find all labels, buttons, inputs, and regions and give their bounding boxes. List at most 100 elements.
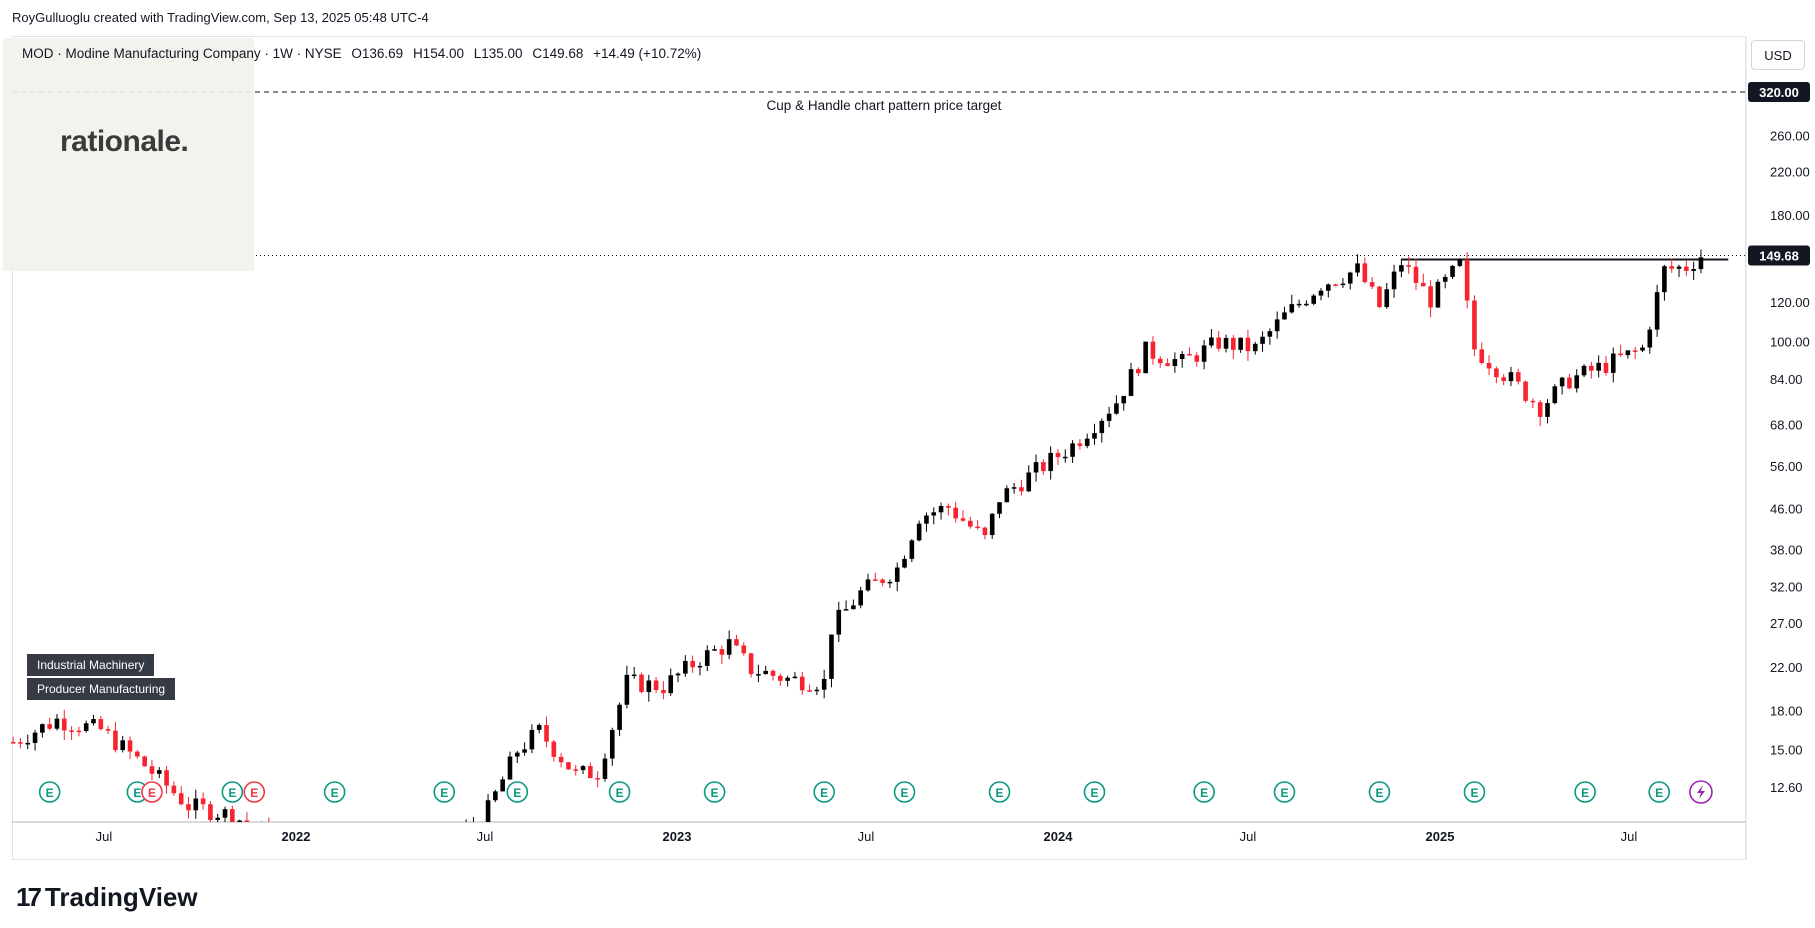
candle-body [1318, 290, 1324, 296]
candle-body [1304, 303, 1309, 306]
symbol-name[interactable]: MOD · Modine Manufacturing Company · 1W … [22, 46, 342, 61]
candle-body [639, 674, 644, 693]
earnings-icon-label: E [901, 786, 909, 800]
candle-body [83, 723, 89, 731]
candle-body [1282, 312, 1287, 320]
earnings-icon [1273, 781, 1296, 803]
candle-body [1698, 257, 1704, 270]
candle-body [54, 718, 60, 729]
candle-body [858, 590, 863, 606]
candle-body [1114, 403, 1119, 414]
candle-body [1494, 368, 1499, 378]
candle-body [1515, 372, 1521, 382]
candle-body [1486, 363, 1492, 369]
change-value: +14.49 (+10.72%) [593, 46, 702, 61]
candle-body [544, 724, 549, 742]
candle-body [624, 674, 630, 705]
candle-body [1150, 341, 1156, 359]
candle-body [1676, 266, 1682, 269]
price-tick-label: 56.00 [1770, 459, 1803, 474]
industry-tag[interactable]: Industrial Machinery [27, 654, 155, 676]
time-tick-label: 2025 [1426, 829, 1455, 844]
price-tick-label: 84.00 [1770, 372, 1803, 387]
candle-body [668, 675, 674, 694]
candle-body [1136, 369, 1141, 374]
candle-body [222, 809, 228, 818]
candle-body [1201, 345, 1207, 362]
earnings-icon [608, 781, 631, 803]
candle-body [1603, 362, 1609, 373]
candle-body [661, 689, 666, 694]
candle-body [1106, 413, 1112, 421]
time-tick-label: 2024 [1044, 829, 1074, 844]
watermark-panel [3, 38, 254, 271]
candle-body [40, 724, 45, 733]
earnings-icon-label: E [133, 786, 141, 800]
pattern-annotation: Cup & Handle chart pattern price target [767, 98, 1002, 113]
candle-body [617, 704, 622, 730]
candle-body [1355, 263, 1360, 273]
candle-body [1545, 403, 1550, 417]
price-tick-label: 260.00 [1770, 129, 1810, 144]
candle-body [763, 670, 769, 675]
candle-body [1362, 263, 1368, 283]
candle-body [865, 579, 871, 591]
candle-body [799, 676, 805, 691]
candle-body [609, 729, 615, 759]
candle-body [807, 690, 812, 692]
candle-body [1574, 375, 1580, 389]
candle-body [1369, 282, 1375, 287]
earnings-icon-label: E [1280, 786, 1288, 800]
candle-body [551, 741, 557, 757]
price-tick-label: 220.00 [1770, 165, 1810, 180]
time-tick-label: Jul [477, 829, 494, 844]
candle-body [843, 609, 849, 611]
earnings-icon-label: E [711, 786, 719, 800]
candle-body [734, 639, 739, 646]
candle-body [529, 729, 535, 750]
high-value: H154.00 [412, 46, 464, 61]
dividend-icon [243, 781, 266, 803]
candle-body [887, 581, 893, 584]
candle-body [1669, 266, 1675, 269]
earnings-icon-label: E [440, 786, 448, 800]
candle-body [135, 751, 140, 757]
candle-body [1523, 381, 1528, 401]
sector-tag[interactable]: Producer Manufacturing [27, 678, 176, 700]
candle-body [851, 605, 856, 610]
candle-body [1231, 337, 1236, 350]
candle-body [32, 732, 38, 743]
candle-body [1260, 336, 1265, 344]
candle-body [1187, 354, 1192, 356]
earnings-icon-label: E [996, 786, 1004, 800]
candle-body [1552, 386, 1558, 404]
candle-body [785, 677, 790, 681]
earnings-icon-label: E [1375, 786, 1383, 800]
candle-body [1457, 259, 1463, 266]
candle-body [653, 680, 659, 690]
candle-body [1296, 303, 1302, 306]
candle-body [1501, 377, 1506, 382]
candle-body [1062, 456, 1068, 459]
candle-body [1245, 337, 1251, 352]
candle-body [975, 526, 980, 529]
candle-body [1157, 358, 1163, 364]
candle-body [1165, 363, 1170, 367]
price-tick-label: 15.00 [1770, 742, 1803, 757]
candle-body [98, 719, 104, 730]
candle-body [1479, 349, 1485, 364]
lightning-glyph-icon [1696, 785, 1705, 799]
price-tick-label: 120.00 [1770, 295, 1810, 310]
candle-body [1267, 331, 1273, 337]
dividend-icon-label: E [250, 786, 258, 800]
candle-body [1041, 462, 1046, 472]
currency-button[interactable]: USD [1751, 40, 1805, 70]
time-tick-label: Jul [1621, 829, 1638, 844]
candle-body [1084, 438, 1090, 446]
tradingview-logo[interactable]: 17 TradingView [16, 882, 198, 913]
candle-body [193, 798, 199, 811]
earnings-icon-label: E [616, 786, 624, 800]
candle-body [493, 791, 498, 801]
candle-body [1026, 472, 1032, 492]
